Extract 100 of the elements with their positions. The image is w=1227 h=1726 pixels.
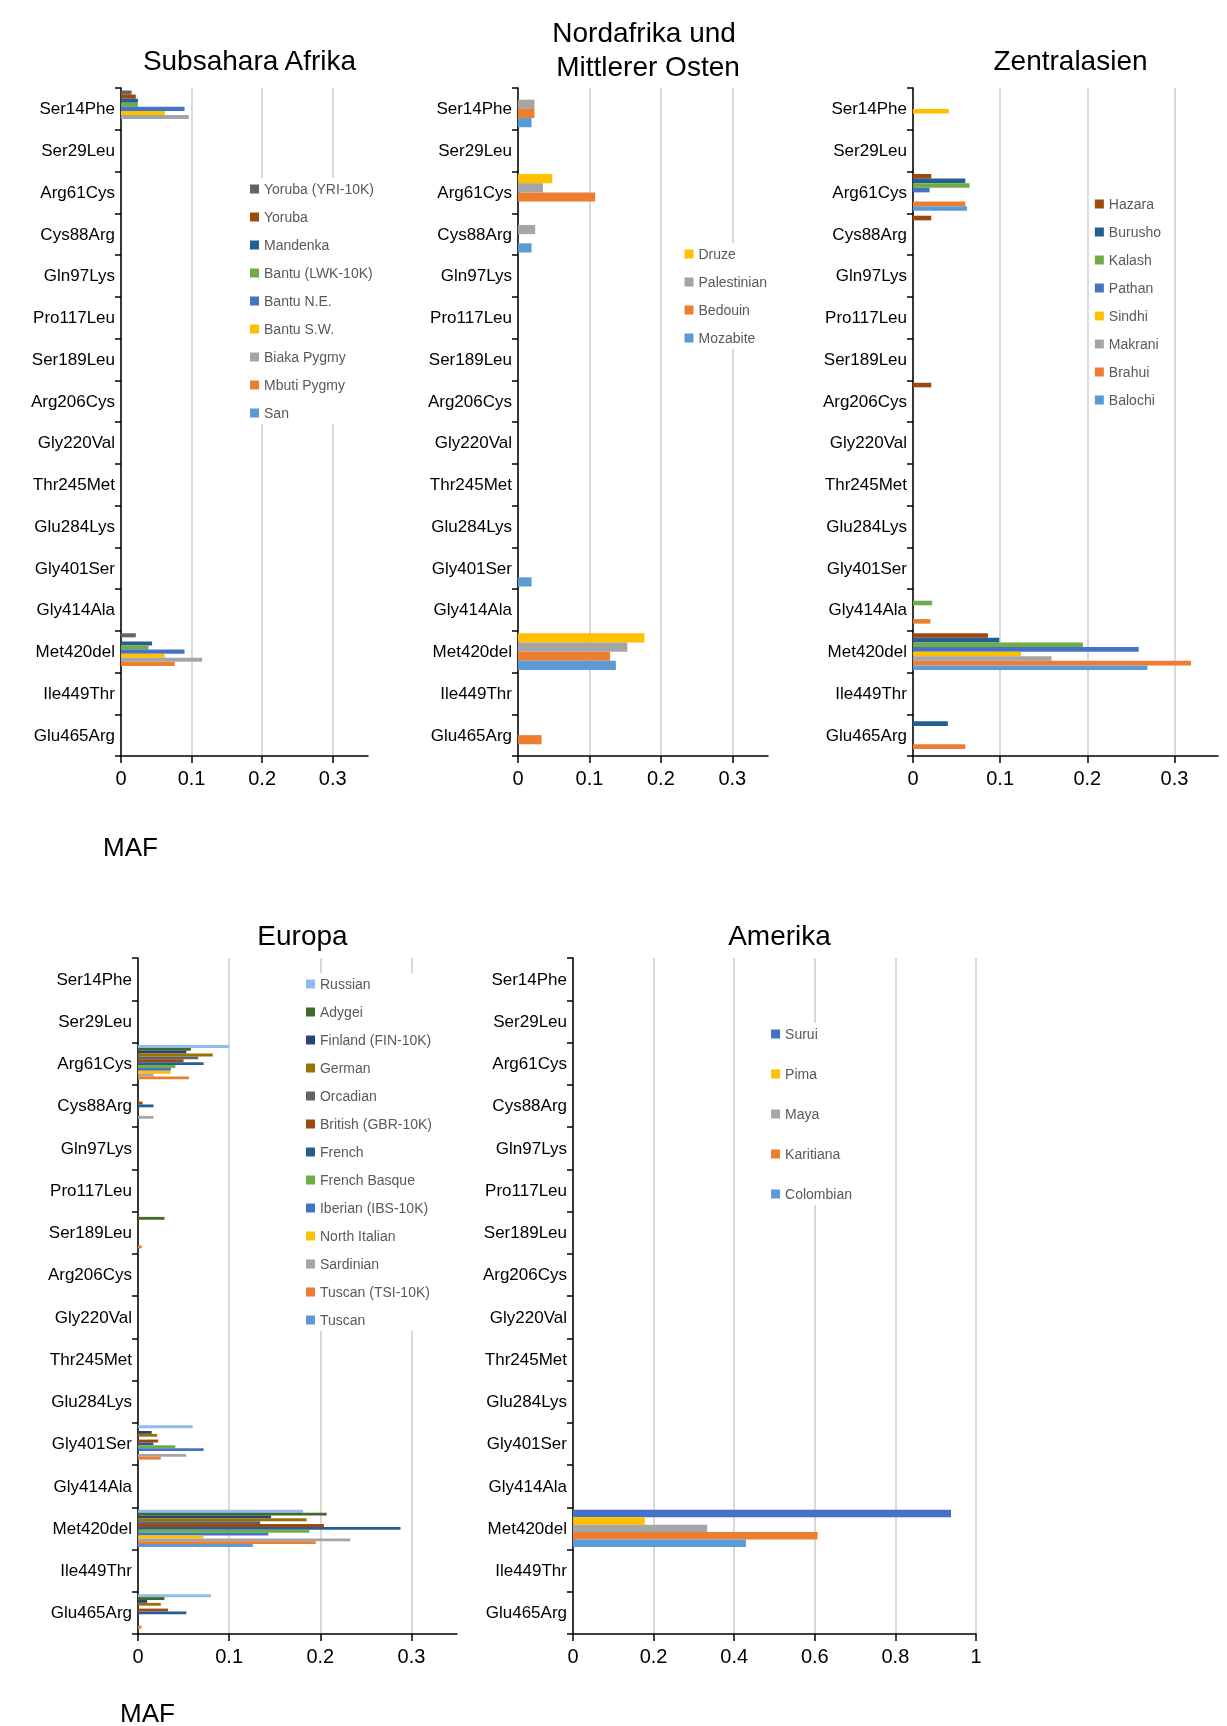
bar [121, 649, 185, 654]
bar [138, 1065, 176, 1068]
legend-label: Balochi [1108, 392, 1155, 408]
bar [518, 642, 628, 652]
bar [518, 99, 535, 109]
legend-label: Mandenka [264, 237, 330, 253]
y-tick-label: Met420del [432, 642, 512, 662]
bar [913, 642, 1083, 648]
y-tick-label: Gly401Ser [486, 1434, 568, 1454]
x-tick-label: 0.6 [800, 1645, 829, 1667]
legend-label: Colombian [785, 1186, 853, 1202]
y-tick-label: Gly401Ser [34, 558, 116, 578]
legend-label: Bedouin [698, 302, 750, 318]
x-tick-label: 0.1 [575, 767, 604, 789]
y-tick-label: Glu284Lys [51, 1392, 132, 1412]
y-tick-label: Ser14Phe [436, 99, 512, 119]
y-tick-label: Thr245Met [824, 475, 908, 495]
y-tick-label: Ile449Thr [495, 1561, 568, 1581]
bar [913, 206, 968, 211]
y-tick-label: Ser14Phe [39, 99, 115, 119]
y-tick-label: Glu465Arg [485, 1603, 567, 1623]
y-tick-label: Gly220Val [54, 1307, 132, 1327]
legend-label: Druze [698, 246, 737, 262]
legend-label: French Basque [319, 1172, 416, 1188]
legend-label: North Italian [319, 1228, 396, 1244]
legend-label: Hazara [1108, 196, 1155, 212]
legend-label: British (GBR-10K) [319, 1116, 433, 1132]
bar [913, 619, 931, 624]
y-tick-label: Met420del [52, 1518, 132, 1538]
bar [913, 174, 932, 179]
y-tick-label: Gln97Lys [43, 266, 115, 286]
x-tick-label: 0 [907, 767, 919, 789]
bar [138, 1532, 269, 1536]
x-tick-label: 0.2 [646, 767, 675, 789]
bar [121, 633, 136, 638]
bar [138, 1425, 193, 1429]
x-axis-title: MAF [120, 1698, 175, 1726]
bar [138, 1529, 310, 1533]
y-tick-label: Glu465Arg [50, 1603, 132, 1623]
y-tick-label: Gln97Lys [495, 1138, 567, 1158]
y-tick-label: Thr245Met [484, 1349, 568, 1369]
y-tick-label: Gly414Ala [488, 1476, 568, 1496]
y-tick-label: Ser14Phe [831, 99, 907, 119]
bar [138, 1625, 142, 1629]
legend-label: Mbuti Pygmy [264, 377, 345, 393]
y-tick-label: Glu465Arg [33, 725, 115, 745]
y-tick-label: Arg61Cys [437, 182, 512, 202]
bar [138, 1245, 142, 1249]
legend-label: Bantu S.W. [264, 321, 335, 337]
y-tick-label: Arg206Cys [427, 391, 512, 411]
legend-label: Surui [785, 1026, 818, 1042]
y-tick-label: Pro117Leu [33, 308, 115, 328]
bar [913, 647, 1139, 652]
legend-label: Kalash [1108, 252, 1152, 268]
legend-label: Finland (FIN-10K) [319, 1032, 432, 1048]
bar [138, 1047, 191, 1051]
bar [138, 1538, 351, 1542]
bar [138, 1518, 307, 1522]
y-tick-label: Ser14Phe [56, 969, 132, 989]
legend-label: Makrani [1108, 336, 1159, 352]
bar [121, 94, 136, 99]
legend-label: San [264, 405, 289, 421]
x-tick-label: 1 [970, 1645, 982, 1667]
x-tick-label: 0.1 [177, 767, 206, 789]
x-tick-label: 0.3 [1160, 767, 1189, 789]
y-tick-label: Gly220Val [37, 433, 115, 453]
y-tick-label: Gly220Val [829, 433, 907, 453]
y-tick-label: Arg206Cys [30, 391, 115, 411]
legend-label: Karitiana [785, 1146, 841, 1162]
x-tick-label: 0.3 [718, 767, 747, 789]
chart-title: Subsahara Afrika [142, 44, 357, 76]
y-tick-label: Gly401Ser [431, 558, 513, 578]
y-tick-label: Ser29Leu [438, 141, 512, 161]
y-tick-label: Ser189Leu [48, 1223, 132, 1243]
bar [121, 653, 165, 658]
chart-title: Zentralasien [993, 44, 1148, 76]
bar [138, 1216, 165, 1220]
bar [121, 641, 153, 646]
bar [518, 224, 536, 235]
y-tick-label: Arg61Cys [832, 182, 907, 202]
y-tick-label: Gln97Lys [60, 1138, 132, 1158]
y-tick-label: Gln97Lys [440, 266, 512, 286]
bar [518, 577, 532, 587]
x-tick-label: 0 [115, 767, 127, 789]
y-tick-label: Ile449Thr [60, 1561, 133, 1581]
legend-label: Burusho [1108, 224, 1162, 240]
bar [138, 1600, 148, 1603]
y-tick-label: Ser14Phe [491, 969, 567, 989]
bar [518, 660, 616, 670]
bar [121, 657, 203, 662]
y-tick-label: Gly401Ser [826, 558, 908, 578]
chart-title: Europa [257, 919, 349, 951]
y-tick-label: Ile449Thr [835, 683, 908, 703]
legend-label: Mozabite [698, 330, 756, 346]
legend-label: Sindhi [1108, 308, 1148, 324]
y-tick-label: Pro117Leu [485, 1180, 567, 1200]
y-tick-label: Gly220Val [489, 1307, 567, 1327]
legend-label: Orcadian [319, 1088, 377, 1104]
bar [138, 1448, 204, 1452]
y-tick-label: Thr245Met [429, 475, 513, 495]
